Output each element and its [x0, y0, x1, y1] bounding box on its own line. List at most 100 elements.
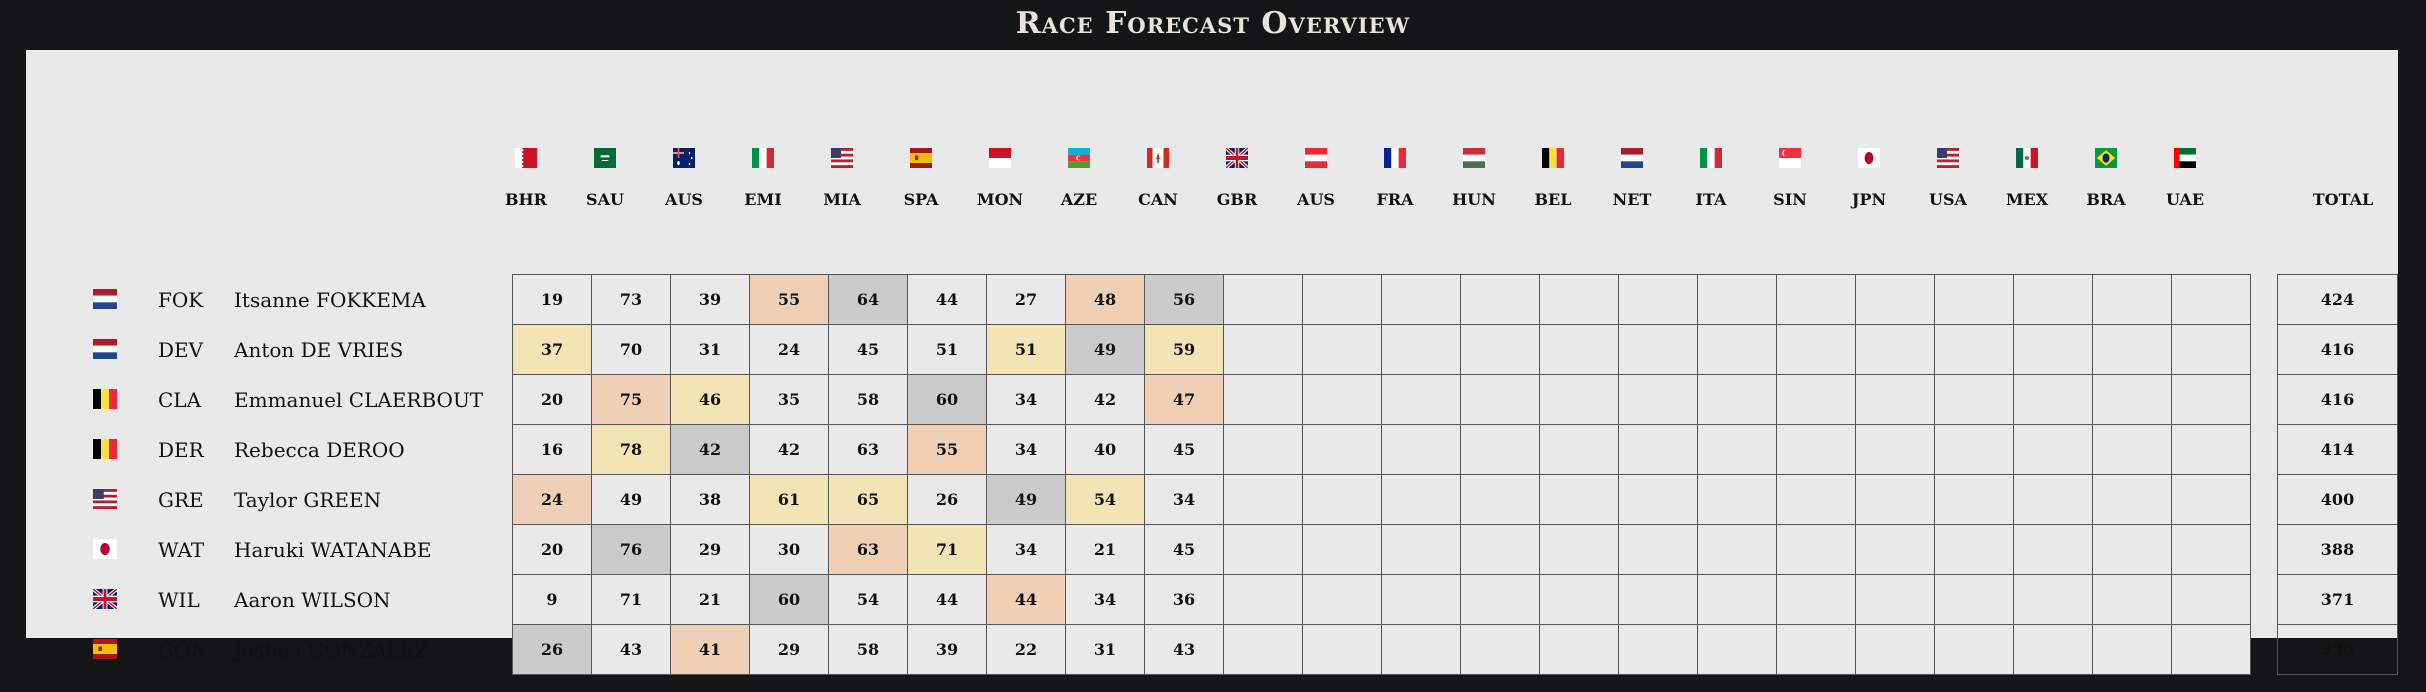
score-cell — [2171, 324, 2251, 375]
score-cell — [1539, 374, 1619, 425]
score-cell: 20 — [512, 524, 592, 575]
score-cell — [1934, 374, 2014, 425]
forecast-panel: BHR SAU AUS EMI MIA SPA MON AZE CAN GBR AUS FRA HUN B… — [26, 50, 2398, 675]
race-code-mex: MEX — [2005, 190, 2049, 209]
score-cell: 70 — [591, 324, 671, 375]
score-cell — [2013, 524, 2093, 575]
score-cell — [1302, 374, 1382, 425]
uae-flag-icon — [2174, 148, 2196, 168]
score-cell — [1934, 524, 2014, 575]
score-cell — [1223, 424, 1303, 475]
race-code-sin: SIN — [1773, 190, 1807, 209]
score-cell — [1223, 574, 1303, 625]
race-code-fra: FRA — [1376, 190, 1414, 209]
score-cell: 45 — [1144, 524, 1224, 575]
score-cell — [2013, 274, 2093, 325]
score-cell: 21 — [670, 574, 750, 625]
score-cell: 71 — [907, 524, 987, 575]
score-cell: 39 — [907, 624, 987, 675]
saudi-flag-icon — [594, 148, 616, 168]
score-cell — [1381, 424, 1461, 475]
spain-flag-icon — [93, 639, 117, 659]
table-row: 20 76 29 30 63 71 34 21 45 — [512, 524, 2251, 575]
score-cell: 34 — [1065, 574, 1145, 625]
brazil-flag-icon — [2095, 148, 2117, 168]
total-cell: 424 — [2277, 274, 2398, 325]
score-cell — [1697, 274, 1777, 325]
table-row: 19 73 39 55 64 44 27 48 56 — [512, 274, 2251, 325]
score-cell: 42 — [1065, 374, 1145, 425]
score-cell: 22 — [986, 624, 1066, 675]
player-abbr: DEV — [158, 338, 204, 362]
score-cell: 64 — [828, 274, 908, 325]
score-cell: 51 — [986, 324, 1066, 375]
netherlands-flag-icon — [1621, 148, 1643, 168]
score-cell — [1776, 574, 1856, 625]
score-cell: 20 — [512, 374, 592, 425]
score-cell: 26 — [512, 624, 592, 675]
race-code-aze: AZE — [1060, 190, 1098, 209]
score-cell: 55 — [749, 274, 829, 325]
score-cell — [1460, 324, 1540, 375]
score-cell: 54 — [828, 574, 908, 625]
score-cell — [1302, 274, 1382, 325]
table-row: 16 78 42 42 63 55 34 40 45 — [512, 424, 2251, 475]
score-cell: 46 — [670, 374, 750, 425]
score-cell — [1618, 374, 1698, 425]
score-cell: 44 — [907, 274, 987, 325]
score-cell — [1223, 274, 1303, 325]
score-cell — [1223, 524, 1303, 575]
table-row: 37 70 31 24 45 51 51 49 59 — [512, 324, 2251, 375]
race-code-ita: ITA — [1695, 190, 1727, 209]
score-cell: 65 — [828, 474, 908, 525]
score-cell: 24 — [749, 324, 829, 375]
score-cell — [1618, 274, 1698, 325]
score-cell — [2171, 374, 2251, 425]
italy-flag-icon — [1700, 148, 1722, 168]
race-code-gbr: GBR — [1216, 190, 1258, 209]
score-cell — [2092, 374, 2172, 425]
score-cell — [2013, 624, 2093, 675]
score-cell — [2171, 424, 2251, 475]
score-cell — [1855, 274, 1935, 325]
score-cell — [1776, 374, 1856, 425]
table-row: 26 43 41 29 58 39 22 31 43 — [512, 624, 2251, 675]
score-cell — [1934, 624, 2014, 675]
score-cell: 55 — [907, 424, 987, 475]
score-cell: 75 — [591, 374, 671, 425]
netherlands-flag-icon — [93, 339, 117, 359]
score-cell — [1381, 624, 1461, 675]
player-name: Itsanne FOKKEMA — [234, 288, 426, 312]
total-cell: 400 — [2277, 474, 2398, 525]
score-cell: 56 — [1144, 274, 1224, 325]
total-cell: 388 — [2277, 524, 2398, 575]
score-cell: 43 — [1144, 624, 1224, 675]
score-cell: 48 — [1065, 274, 1145, 325]
score-cell: 19 — [512, 274, 592, 325]
score-cell: 76 — [591, 524, 671, 575]
race-code-bra: BRA — [2086, 190, 2126, 209]
page-title: Race Forecast Overview — [1015, 6, 1411, 41]
score-cell: 42 — [749, 424, 829, 475]
score-cell: 21 — [1065, 524, 1145, 575]
score-cell: 60 — [907, 374, 987, 425]
score-cell: 30 — [749, 524, 829, 575]
score-cell: 9 — [512, 574, 592, 625]
race-code-bhr: BHR — [505, 190, 547, 209]
score-cell — [1776, 524, 1856, 575]
bahrain-flag-icon — [515, 148, 537, 168]
race-code-emi: EMI — [744, 190, 782, 209]
score-cell: 27 — [986, 274, 1066, 325]
score-cell — [1855, 524, 1935, 575]
score-cell: 39 — [670, 274, 750, 325]
score-cell — [2092, 524, 2172, 575]
score-cell: 63 — [828, 424, 908, 475]
score-cell — [1776, 624, 1856, 675]
score-cell — [1618, 574, 1698, 625]
score-cell: 58 — [828, 624, 908, 675]
race-code-usa: USA — [1929, 190, 1967, 209]
score-cell — [2092, 324, 2172, 375]
score-cell: 36 — [1144, 574, 1224, 625]
player-abbr: WAT — [158, 538, 205, 562]
score-cell: 38 — [670, 474, 750, 525]
